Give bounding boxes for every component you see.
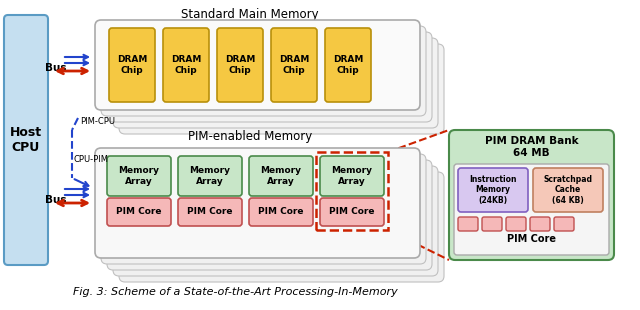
Text: PIM-enabled Memory: PIM-enabled Memory bbox=[188, 130, 312, 143]
FancyBboxPatch shape bbox=[101, 26, 426, 116]
Text: Host
CPU: Host CPU bbox=[10, 126, 42, 154]
FancyBboxPatch shape bbox=[178, 198, 242, 226]
FancyBboxPatch shape bbox=[325, 28, 371, 102]
Text: Memory
Array: Memory Array bbox=[332, 166, 372, 186]
Text: PIM Core: PIM Core bbox=[329, 207, 375, 216]
Text: PIM DRAM Bank
64 MB: PIM DRAM Bank 64 MB bbox=[484, 136, 579, 158]
Text: Fig. 3: Scheme of a State-of-the-Art Processing-In-Memory: Fig. 3: Scheme of a State-of-the-Art Pro… bbox=[72, 287, 397, 297]
Text: PIM Core: PIM Core bbox=[259, 207, 304, 216]
FancyBboxPatch shape bbox=[101, 154, 426, 264]
FancyBboxPatch shape bbox=[320, 198, 384, 226]
Text: Memory
Array: Memory Array bbox=[118, 166, 159, 186]
Text: PIM Core: PIM Core bbox=[116, 207, 162, 216]
Text: PIM Core: PIM Core bbox=[188, 207, 233, 216]
FancyBboxPatch shape bbox=[113, 166, 438, 276]
FancyBboxPatch shape bbox=[107, 160, 432, 270]
Text: CPU-PIM: CPU-PIM bbox=[74, 156, 109, 165]
FancyBboxPatch shape bbox=[113, 38, 438, 128]
FancyBboxPatch shape bbox=[533, 168, 603, 212]
FancyBboxPatch shape bbox=[458, 168, 528, 212]
Text: Memory
Array: Memory Array bbox=[189, 166, 230, 186]
FancyBboxPatch shape bbox=[454, 164, 609, 255]
FancyBboxPatch shape bbox=[249, 198, 313, 226]
FancyBboxPatch shape bbox=[163, 28, 209, 102]
FancyBboxPatch shape bbox=[530, 217, 550, 231]
Text: DRAM
Chip: DRAM Chip bbox=[225, 55, 255, 75]
FancyBboxPatch shape bbox=[119, 172, 444, 282]
FancyBboxPatch shape bbox=[554, 217, 574, 231]
Text: DRAM
Chip: DRAM Chip bbox=[279, 55, 309, 75]
Text: Memory
Array: Memory Array bbox=[260, 166, 301, 186]
Text: DRAM
Chip: DRAM Chip bbox=[117, 55, 147, 75]
FancyBboxPatch shape bbox=[107, 32, 432, 122]
FancyBboxPatch shape bbox=[506, 217, 526, 231]
FancyBboxPatch shape bbox=[107, 198, 171, 226]
Text: Bus: Bus bbox=[45, 63, 67, 73]
FancyBboxPatch shape bbox=[320, 156, 384, 196]
FancyBboxPatch shape bbox=[95, 148, 420, 258]
FancyBboxPatch shape bbox=[482, 217, 502, 231]
Bar bbox=[316, 152, 388, 230]
FancyBboxPatch shape bbox=[458, 217, 478, 231]
Text: Bus: Bus bbox=[45, 195, 67, 205]
Text: Instruction
Memory
(24KB): Instruction Memory (24KB) bbox=[469, 175, 516, 205]
Text: DRAM
Chip: DRAM Chip bbox=[333, 55, 363, 75]
FancyBboxPatch shape bbox=[95, 20, 420, 110]
FancyBboxPatch shape bbox=[4, 15, 48, 265]
Text: DRAM
Chip: DRAM Chip bbox=[171, 55, 201, 75]
FancyBboxPatch shape bbox=[249, 156, 313, 196]
FancyBboxPatch shape bbox=[107, 156, 171, 196]
Text: PIM Core: PIM Core bbox=[507, 234, 556, 244]
FancyBboxPatch shape bbox=[119, 44, 444, 134]
Text: Scratchpad
Cache
(64 KB): Scratchpad Cache (64 KB) bbox=[543, 175, 593, 205]
Text: Standard Main Memory: Standard Main Memory bbox=[181, 8, 319, 21]
FancyBboxPatch shape bbox=[217, 28, 263, 102]
FancyBboxPatch shape bbox=[109, 28, 155, 102]
Text: PIM-CPU: PIM-CPU bbox=[80, 117, 115, 126]
FancyBboxPatch shape bbox=[449, 130, 614, 260]
FancyBboxPatch shape bbox=[271, 28, 317, 102]
FancyBboxPatch shape bbox=[178, 156, 242, 196]
